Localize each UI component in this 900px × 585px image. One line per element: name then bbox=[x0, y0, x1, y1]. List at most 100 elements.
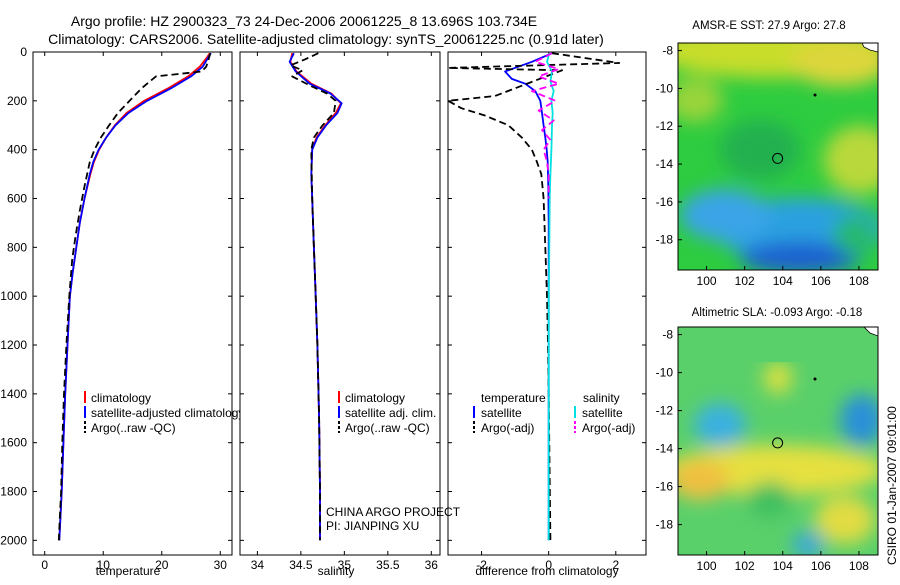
temperature-ytick-label-200: 200 bbox=[7, 94, 27, 108]
temperature-xtick-label-10: 10 bbox=[97, 558, 111, 572]
sst-blob-east-light bbox=[824, 126, 878, 194]
temperature-ytick-label-800: 800 bbox=[7, 240, 27, 254]
salinity-axes-frame bbox=[239, 51, 441, 556]
sst_map-xtick-label-108: 108 bbox=[849, 274, 869, 288]
sla_map-xtick-label-100: 100 bbox=[697, 559, 717, 573]
sla-blob-north-yellow bbox=[764, 362, 792, 394]
salinity-series-argo-raw-qc bbox=[289, 52, 337, 541]
sla_map-xtick-label-106: 106 bbox=[811, 559, 831, 573]
difference-ticks: -2 0 2 bbox=[448, 51, 646, 572]
difference-series-salinity-satellite bbox=[546, 52, 555, 541]
temperature-legend-satellite: satellite-adjusted climatology bbox=[91, 406, 244, 420]
sst-island-marker bbox=[813, 93, 817, 97]
salinity-ticks: 34 34.5 35 35.5 36 bbox=[240, 51, 440, 572]
project-name: CHINA ARGO PROJECT bbox=[326, 505, 461, 519]
sla-blob-se-yellow bbox=[815, 496, 875, 544]
sst-blob-sw-blue bbox=[680, 189, 770, 241]
salinity-legend-argo: Argo(..raw -QC) bbox=[345, 421, 430, 435]
temperature-ytick-label-1200: 1200 bbox=[0, 338, 27, 352]
temperature-xtick-label-20: 20 bbox=[155, 558, 169, 572]
difference-legend-temperature-header: temperature bbox=[481, 391, 546, 405]
sla-blob-west-blue bbox=[694, 403, 746, 447]
salinity-xtick-label-34: 34 bbox=[251, 558, 265, 572]
sst-map-title: AMSR-E SST: 27.9 Argo: 27.8 bbox=[692, 20, 845, 32]
sst-map-panel: AMSR-E SST: 27.9 Argo: 27.8 100 102 104 106… bbox=[656, 20, 879, 288]
sst_map-xtick-label-104: 104 bbox=[773, 274, 793, 288]
sla_map-xtick-label-108: 108 bbox=[849, 559, 869, 573]
salinity-xtick-label-34-5: 34.5 bbox=[289, 558, 313, 572]
temperature-axes-frame bbox=[32, 51, 233, 556]
project-pi: PI: JIANPING XU bbox=[326, 519, 419, 533]
sst_map-xtick-label-106: 106 bbox=[811, 274, 831, 288]
figure-title-line1: Argo profile: HZ 2900323_73 24-Dec-2006 … bbox=[71, 13, 537, 29]
sla-map-field bbox=[678, 327, 878, 555]
sla-coastline bbox=[863, 327, 878, 337]
salinity-xtick-label-35-5: 35.5 bbox=[376, 558, 400, 572]
sst-blob-center-green bbox=[720, 120, 800, 180]
sla_map-ytick-label-18: -18 bbox=[656, 518, 674, 532]
sst-map-field bbox=[678, 43, 878, 270]
temperature-series-satellite-adjusted-climatology bbox=[58, 52, 212, 541]
temperature-ytick-label-600: 600 bbox=[7, 192, 27, 206]
sla_map-ytick-label-14: -14 bbox=[656, 442, 674, 456]
figure-title-line2: Climatology: CARS2006. Satellite-adjuste… bbox=[48, 31, 604, 47]
sst_map-ytick-label-8: -8 bbox=[662, 44, 673, 58]
difference-legend: temperature salinity satellite Argo(-adj… bbox=[473, 391, 635, 435]
salinity-series bbox=[288, 52, 343, 541]
difference-legend-sal-satellite: satellite bbox=[582, 406, 623, 420]
sst-coastline bbox=[861, 43, 878, 53]
side-note: CSIRO 01-Jan-2007 09:01:00 bbox=[885, 406, 899, 565]
sla-map-frame bbox=[677, 326, 879, 556]
sst-blob-west-light bbox=[678, 78, 723, 122]
temperature-xlabel: temperature bbox=[96, 564, 161, 578]
difference-series bbox=[448, 52, 621, 541]
sst_map-xtick-label-102: 102 bbox=[735, 274, 755, 288]
sla_map-xtick-label-104: 104 bbox=[773, 559, 793, 573]
difference-legend-sal-argo: Argo(-adj) bbox=[582, 421, 635, 435]
sst_map-ytick-label-10: -10 bbox=[656, 81, 674, 95]
sst-profile-location-marker bbox=[772, 152, 784, 164]
difference-xtick-label-0: 0 bbox=[545, 558, 552, 572]
sst-blob-ne-yellow bbox=[790, 43, 878, 86]
difference-legend-salinity-header: salinity bbox=[583, 391, 620, 405]
sst_map-xtick-label-100: 100 bbox=[697, 274, 717, 288]
temperature-ticks: 0 10 20 30 0 200 400 600 800 1000 1200 1400 1600 1800… bbox=[0, 45, 232, 572]
sla_map-ytick-label-16: -16 bbox=[656, 480, 674, 494]
sst-map-blobs bbox=[678, 43, 878, 270]
sla-map-ticks: 100 102 104 106 108 -8 -10 -12 -14 -16 -18 bbox=[656, 328, 870, 573]
temperature-ytick-label-1000: 1000 bbox=[0, 289, 27, 303]
difference-legend-temp-satellite: satellite bbox=[481, 406, 522, 420]
sla-blob-east-blue bbox=[840, 394, 878, 446]
sst-blob-se-teal bbox=[833, 215, 877, 255]
sla-island-marker bbox=[813, 377, 817, 381]
temperature-ytick-label-0: 0 bbox=[20, 45, 27, 59]
sla-map-title: Altimetric SLA: -0.093 Argo: -0.18 bbox=[692, 307, 863, 319]
salinity-legend-satellite: satellite adj. clim. bbox=[345, 406, 436, 420]
sst-blob-deep-blue bbox=[740, 242, 860, 270]
sla_map-xtick-label-102: 102 bbox=[735, 559, 755, 573]
sla-map-panel: Altimetric SLA: -0.093 Argo: -0.18 100 10… bbox=[656, 307, 879, 573]
temperature-ytick-label-2000: 2000 bbox=[0, 533, 27, 547]
sla_map-ytick-label-12: -12 bbox=[656, 404, 674, 418]
sla-blob-south-green bbox=[746, 482, 794, 518]
temperature-legend-argo: Argo(..raw -QC) bbox=[91, 421, 176, 435]
temperature-ytick-label-1800: 1800 bbox=[0, 485, 27, 499]
difference-panel: -2 0 2 difference from climatology tempera… bbox=[447, 51, 647, 578]
temperature-series bbox=[57, 52, 212, 541]
sst-map-ticks: 100 102 104 106 108 -8 -10 -12 -14 -16 -18 bbox=[656, 44, 870, 288]
difference-xtick-label-2: 2 bbox=[612, 558, 619, 572]
temperature-series-argo-raw-qc bbox=[57, 52, 212, 541]
temperature-legend: climatology satellite-adjusted climatolo… bbox=[84, 391, 244, 435]
salinity-xtick-label-36: 36 bbox=[425, 558, 439, 572]
sla-profile-location-marker bbox=[772, 437, 784, 449]
salinity-legend-climatology: climatology bbox=[345, 391, 405, 405]
salinity-xlabel: salinity bbox=[318, 564, 355, 578]
difference-legend-temp-argo: Argo(-adj) bbox=[481, 421, 534, 435]
salinity-legend: climatology satellite adj. clim. Argo(..… bbox=[338, 391, 436, 435]
sst_map-ytick-label-18: -18 bbox=[656, 233, 674, 247]
difference-xlabel: difference from climatology bbox=[475, 564, 618, 578]
sst_map-ytick-label-14: -14 bbox=[656, 157, 674, 171]
sst_map-ytick-label-16: -16 bbox=[656, 195, 674, 209]
